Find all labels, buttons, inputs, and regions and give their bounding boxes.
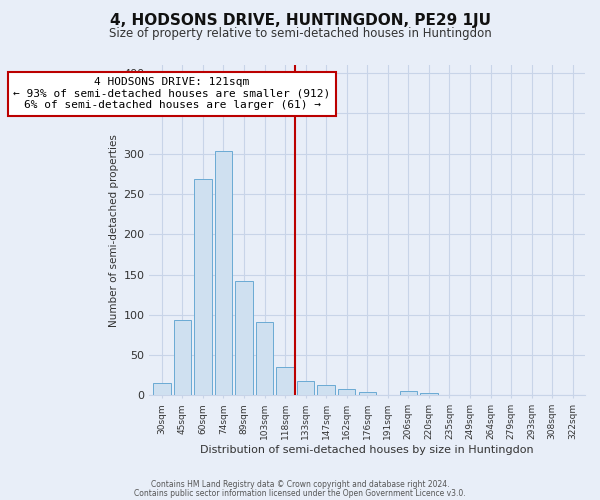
Bar xyxy=(400,392,417,396)
Bar xyxy=(153,384,170,396)
Bar xyxy=(215,151,232,396)
Bar xyxy=(173,320,191,396)
X-axis label: Distribution of semi-detached houses by size in Huntingdon: Distribution of semi-detached houses by … xyxy=(200,445,534,455)
Bar xyxy=(297,381,314,396)
Bar xyxy=(420,393,437,396)
Text: 4 HODSONS DRIVE: 121sqm
← 93% of semi-detached houses are smaller (912)
6% of se: 4 HODSONS DRIVE: 121sqm ← 93% of semi-de… xyxy=(13,77,331,110)
Bar xyxy=(256,322,273,396)
Text: 4, HODSONS DRIVE, HUNTINGDON, PE29 1JU: 4, HODSONS DRIVE, HUNTINGDON, PE29 1JU xyxy=(110,12,491,28)
Bar xyxy=(194,180,212,396)
Text: Size of property relative to semi-detached houses in Huntingdon: Size of property relative to semi-detach… xyxy=(109,28,491,40)
Y-axis label: Number of semi-detached properties: Number of semi-detached properties xyxy=(109,134,119,326)
Bar xyxy=(359,392,376,396)
Bar xyxy=(338,389,355,396)
Text: Contains HM Land Registry data © Crown copyright and database right 2024.: Contains HM Land Registry data © Crown c… xyxy=(151,480,449,489)
Bar xyxy=(277,367,294,396)
Bar xyxy=(317,385,335,396)
Bar xyxy=(235,281,253,396)
Text: Contains public sector information licensed under the Open Government Licence v3: Contains public sector information licen… xyxy=(134,489,466,498)
